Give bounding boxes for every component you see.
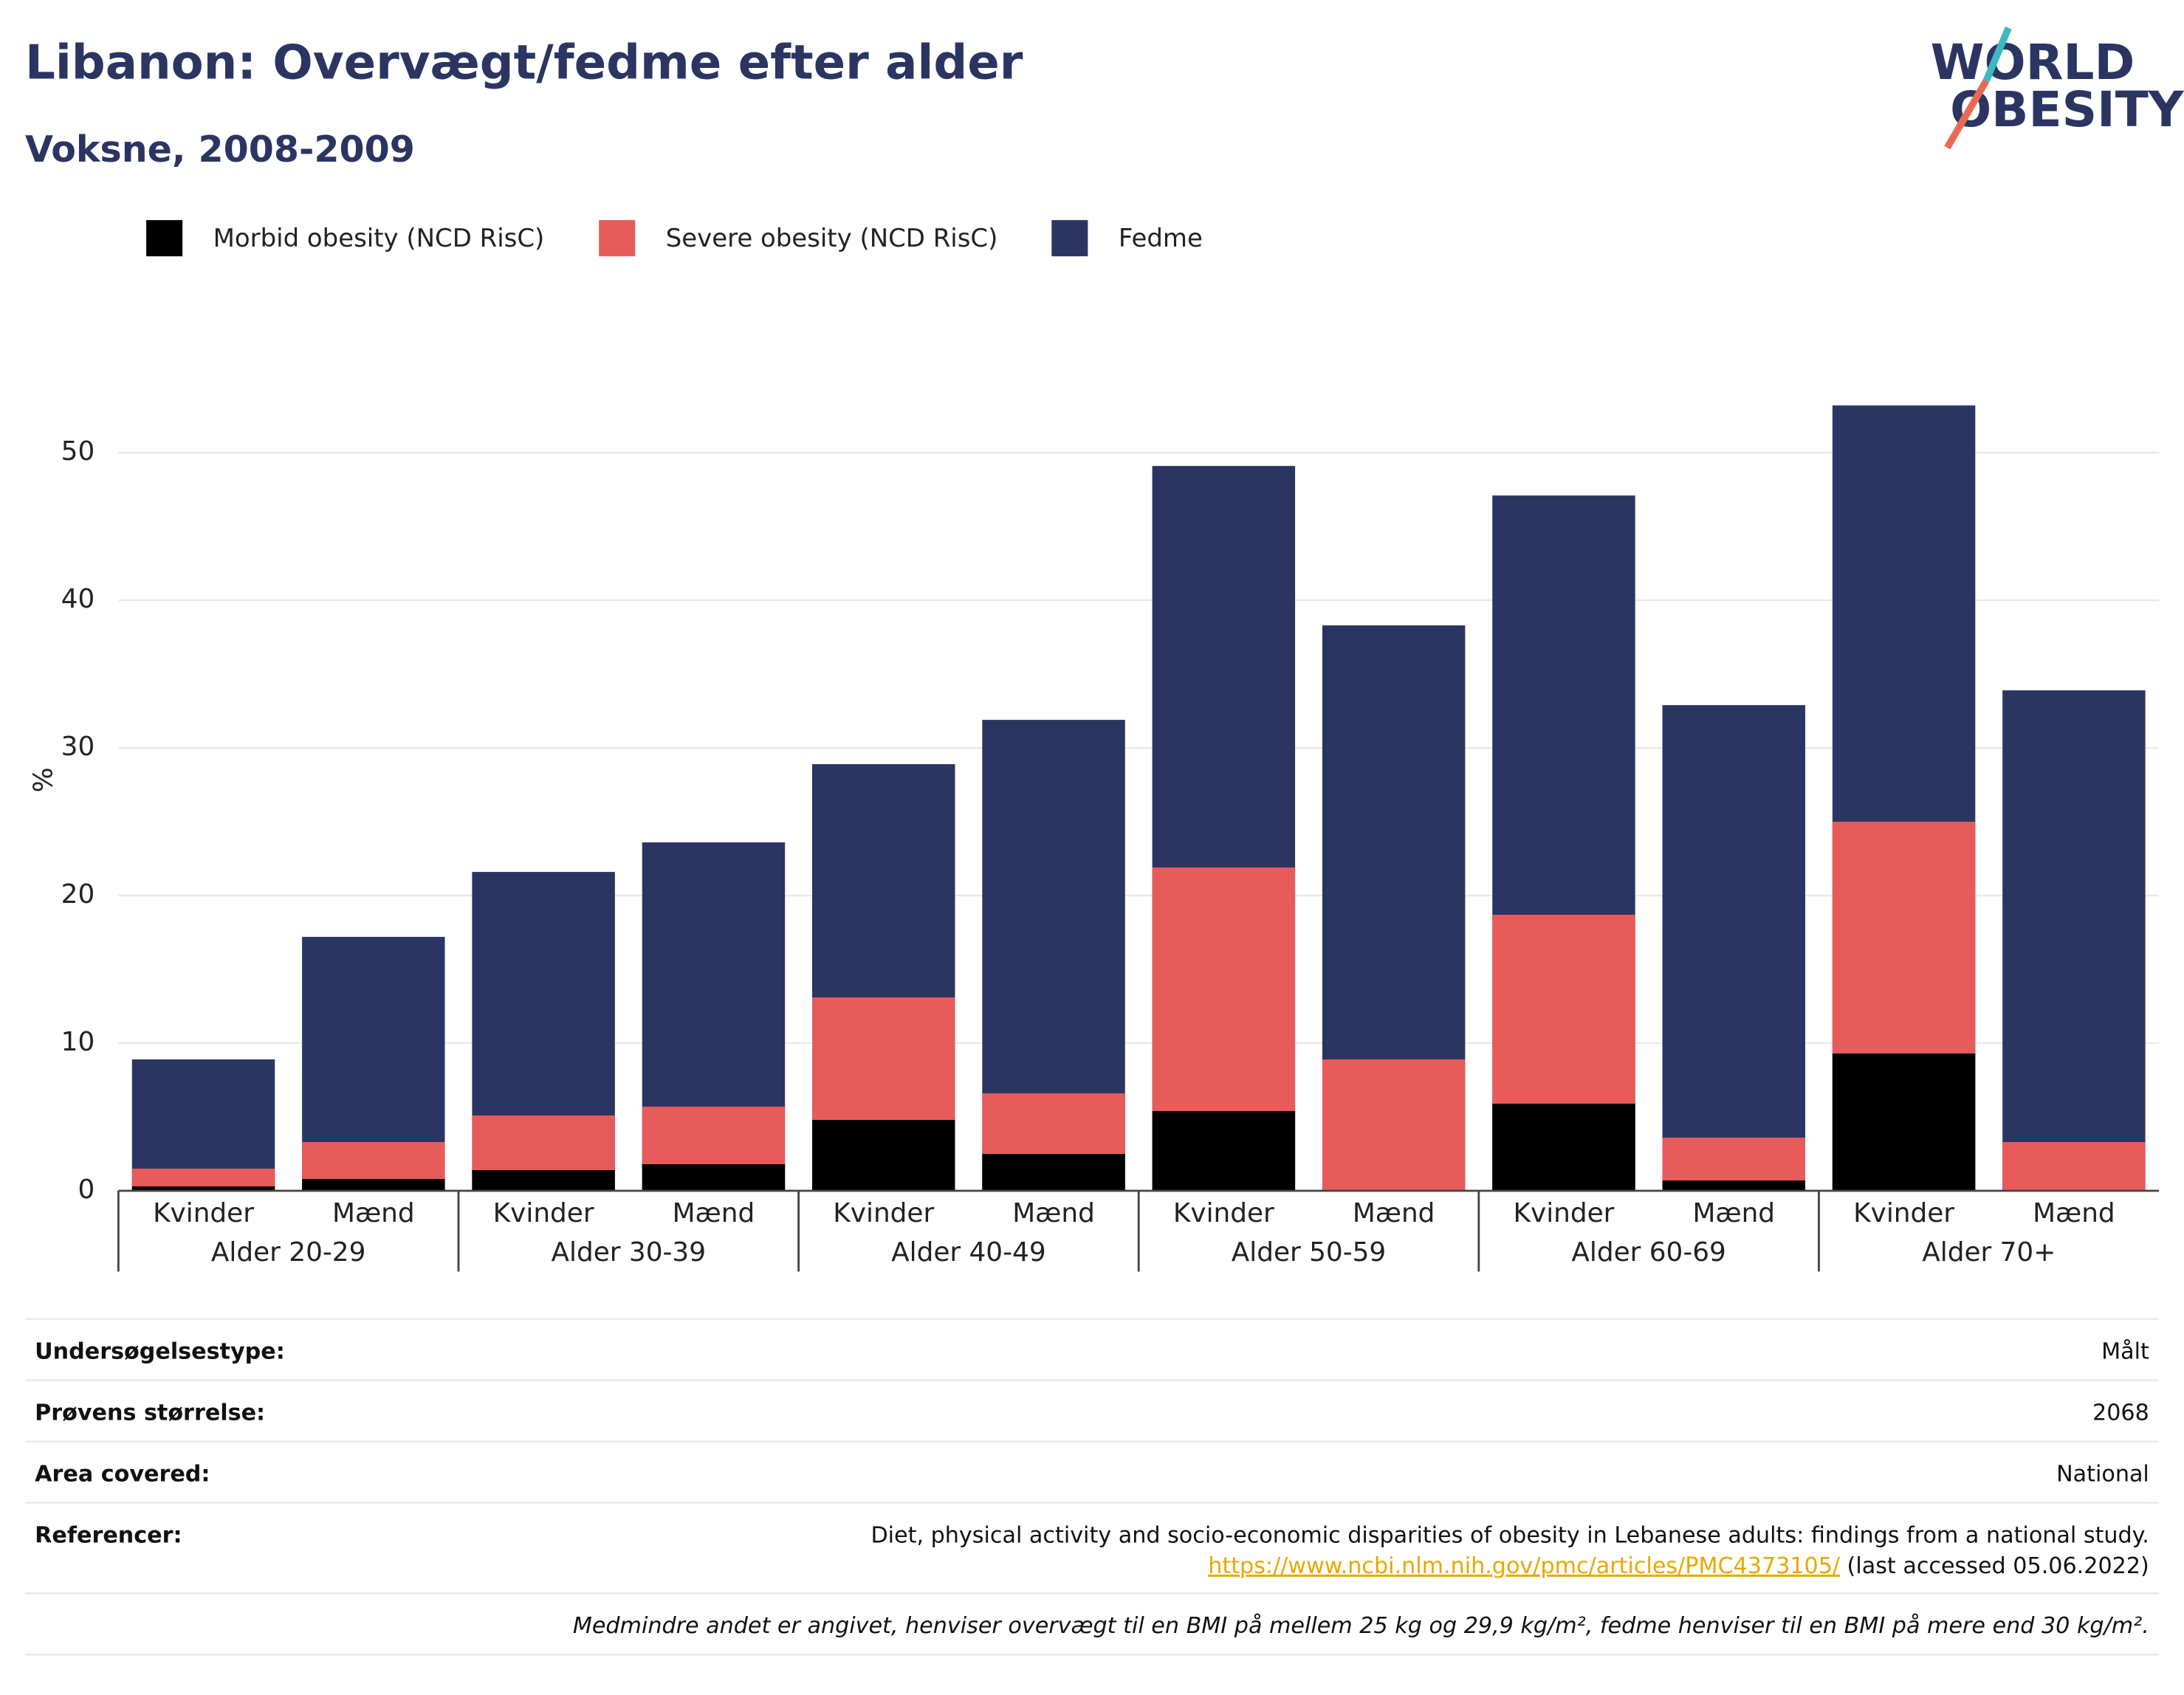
reference-text: Diet, physical activity and socio-econom… [870, 1522, 2149, 1548]
group-label: Alder 50-59 [1232, 1237, 1386, 1268]
x-tick-label: Mænd [673, 1198, 755, 1228]
x-tick-label: Kvinder [1514, 1198, 1615, 1228]
bar [1832, 1053, 1976, 1192]
bar [2002, 690, 2146, 1192]
x-tick-label: Mænd [332, 1198, 415, 1228]
logo: WORLD OBESITY [1931, 26, 2184, 150]
group-label: Alder 70+ [1922, 1237, 2056, 1268]
y-tick-label: 0 [78, 1175, 95, 1205]
row-label: Undersøgelsestype: [35, 1338, 285, 1364]
chart-subtitle: Voksne, 2008-2009 [25, 128, 415, 171]
x-tick-label: Kvinder [1173, 1198, 1274, 1228]
row-value: Målt [2101, 1338, 2149, 1364]
bar [1322, 1059, 1466, 1192]
x-tick-label: Mænd [2033, 1198, 2115, 1228]
row-label: Prøvens størrelse: [35, 1400, 265, 1426]
x-tick-label: Mænd [1693, 1198, 1776, 1228]
bar [302, 1179, 445, 1192]
logo-text: WORLD [1931, 34, 2135, 91]
legend-swatch [599, 220, 636, 257]
bar [2002, 1142, 2146, 1192]
row-label: Area covered: [35, 1461, 210, 1487]
group-label: Alder 30-39 [552, 1237, 706, 1268]
legend-swatch [146, 220, 183, 257]
bar [472, 1170, 615, 1192]
legend-label: Fedme [1119, 224, 1203, 253]
logo-slash [1944, 79, 1990, 150]
reference-link[interactable]: https://www.ncbi.nlm.nih.gov/pmc/article… [1208, 1553, 1841, 1579]
bar [642, 1164, 786, 1192]
legend-label: Severe obesity (NCD RisC) [666, 224, 998, 253]
group-label: Alder 20-29 [211, 1237, 365, 1268]
bar [982, 1154, 1125, 1192]
row-value: 2068 [2092, 1400, 2149, 1426]
bar [1662, 1180, 1806, 1192]
y-axis-label: % [28, 767, 58, 792]
x-tick-label: Mænd [1012, 1198, 1095, 1228]
group-label: Alder 40-49 [891, 1237, 1045, 1268]
bar [1492, 1104, 1635, 1192]
y-tick-label: 50 [61, 436, 95, 467]
y-tick-label: 40 [61, 584, 95, 614]
logo-slash [1982, 26, 2012, 83]
bar [1662, 705, 1806, 1192]
x-tick-label: Kvinder [493, 1198, 594, 1228]
y-tick-label: 20 [61, 879, 95, 910]
y-tick-label: 10 [61, 1027, 95, 1057]
row-label: Referencer: [35, 1522, 182, 1548]
legend-swatch [1051, 220, 1088, 257]
group-label: Alder 60-69 [1571, 1237, 1725, 1268]
legend-label: Morbid obesity (NCD RisC) [213, 224, 545, 253]
x-tick-label: Kvinder [153, 1198, 254, 1228]
x-tick-label: Kvinder [833, 1198, 934, 1228]
bar [131, 1186, 275, 1192]
chart-title: Libanon: Overvægt/fedme efter alder [25, 35, 1023, 90]
x-tick-label: Kvinder [1853, 1198, 1954, 1228]
bar [1152, 1111, 1296, 1192]
bar [812, 1120, 955, 1192]
reference-suffix: (last accessed 05.06.2022) [1847, 1553, 2149, 1579]
y-tick-label: 30 [61, 732, 95, 762]
logo-text: OBESITY [1950, 81, 2184, 138]
footnote: Medmindre andet er angivet, henviser ove… [573, 1613, 2149, 1639]
row-value: National [2056, 1461, 2149, 1487]
x-tick-label: Mænd [1353, 1198, 1435, 1228]
